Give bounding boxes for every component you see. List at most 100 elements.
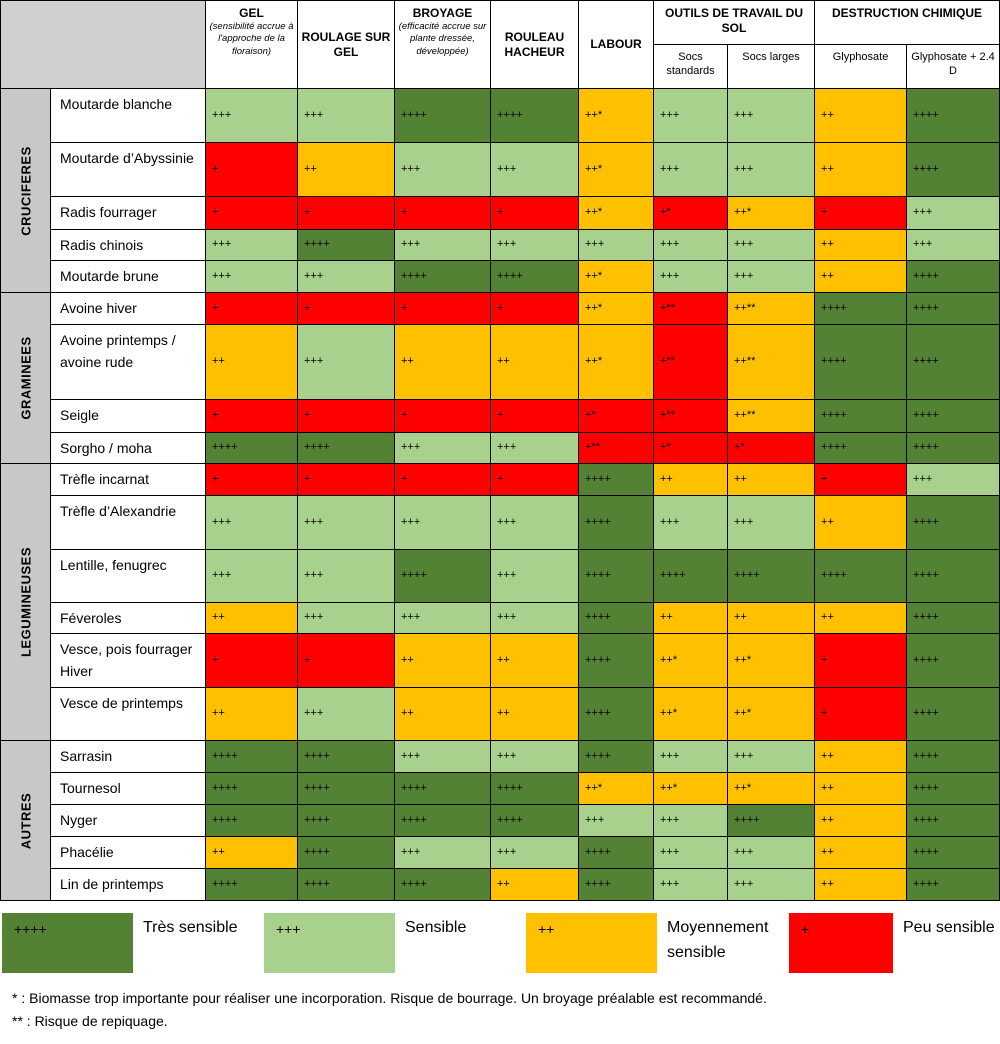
cell-roulage: ++++ (297, 772, 395, 805)
cell-socs-larges: ++** (726, 399, 816, 433)
sensitivity-value: ++ (734, 472, 747, 485)
cell-roulage: +++ (297, 324, 395, 400)
plant-name: Féveroles (50, 602, 206, 634)
plant-name: Tournesol (50, 772, 206, 805)
group-cell: CRUCIFERES (0, 88, 51, 293)
cell-socs-larges: ++** (726, 324, 816, 400)
sensitivity-value: ++++ (401, 269, 427, 282)
cell-labour: +* (578, 399, 654, 433)
sensitivity-value: ++* (585, 206, 603, 218)
cell-gel: +++ (205, 495, 298, 550)
header-socs-larges: Socs larges (726, 44, 816, 89)
cell-glyphosate: ++ (814, 142, 908, 197)
sensitivity-value: ++ (212, 611, 225, 623)
cell-labour: ++++ (578, 463, 654, 496)
cell-glyphosate: + (814, 633, 908, 688)
cell-gel: ++ (205, 602, 298, 634)
sensitivity-value: + (212, 653, 219, 666)
cell-roulage: + (297, 399, 395, 433)
sensitivity-value: +* (660, 206, 671, 218)
sensitivity-value: +++ (660, 813, 680, 826)
cell-socs-standards: +** (653, 399, 728, 433)
cell-roulage: ++++ (297, 740, 395, 773)
cell-glyphosate: ++++ (814, 399, 908, 433)
cell-glyphosate-24d: ++++ (906, 495, 1000, 550)
sensitivity-value: ++++ (212, 781, 238, 794)
sensitivity-value: ++ (401, 355, 414, 367)
sensitivity-value: ++* (660, 707, 678, 719)
cell-socs-larges: ++* (726, 772, 816, 805)
sensitivity-value: +++ (497, 845, 517, 858)
sensitivity-value: ++++ (913, 845, 939, 858)
sensitivity-value: +++ (660, 269, 680, 282)
cell-socs-standards: ++++ (653, 549, 728, 603)
sensitivity-value: ++ (821, 845, 834, 858)
cell-roulage: ++++ (297, 836, 395, 869)
sensitivity-value: ++++ (913, 781, 939, 794)
sensitivity-value: + (497, 472, 504, 485)
sensitivity-value: ++++ (304, 845, 330, 858)
table-row: Sorgho / moha ++++ ++++ +++ +++ +** +* +* ++++ ++… (1, 432, 1000, 464)
cell-glyphosate: ++ (814, 804, 908, 837)
sensitivity-value: +++ (734, 515, 754, 528)
header-roulage: ROULAGE SUR GEL (297, 0, 395, 89)
sensitivity-value: +++ (401, 611, 421, 623)
cell-socs-larges: +++ (726, 229, 816, 261)
table-body: CRUCIFERES Moutarde blanche +++ +++ ++++ ++++… (0, 88, 1000, 901)
cell-rouleau: ++++ (490, 260, 579, 293)
cell-roulage: ++++ (297, 229, 395, 261)
sensitivity-value: + (304, 206, 311, 218)
cell-broyage: ++++ (394, 88, 491, 143)
cell-glyphosate-24d: ++++ (906, 324, 1000, 400)
cell-glyphosate: ++ (814, 868, 908, 901)
sensitivity-value: + (401, 206, 408, 218)
sensitivity-value: +++ (401, 238, 421, 250)
footnote-asterisk: * : Biomasse trop importante pour réalis… (12, 990, 767, 1006)
sensitivity-value: + (304, 301, 311, 314)
cell-rouleau: ++++ (490, 772, 579, 805)
cell-socs-larges: +++ (726, 740, 816, 773)
sensitivity-value: ++ (821, 749, 834, 762)
table-row: Phacélie ++ ++++ +++ +++ ++++ +++ +++ ++ ++++ (1, 836, 1000, 869)
sensitivity-value: ++++ (585, 707, 611, 719)
cell-glyphosate: ++ (814, 260, 908, 293)
cell-broyage: ++ (394, 687, 491, 741)
sensitivity-value: ++ (660, 611, 673, 623)
sensitivity-value: ++++ (304, 749, 330, 762)
cell-socs-larges: ++* (726, 633, 816, 688)
cell-broyage: +++ (394, 142, 491, 197)
sensitivity-value: ++ (821, 108, 834, 121)
sensitivity-value: +++ (401, 162, 421, 175)
sensitivity-value: ++ (821, 877, 834, 890)
sensitivity-value: + (304, 472, 311, 485)
sensitivity-value: +++ (660, 845, 680, 858)
sensitivity-value: ++ (497, 877, 510, 890)
cell-gel: ++++ (205, 804, 298, 837)
sensitivity-value: ++++ (913, 813, 939, 826)
header-glyphosate: Glyphosate (814, 44, 908, 89)
sensitivity-value: +++ (497, 441, 517, 453)
sensitivity-value: + (212, 162, 219, 175)
cell-glyphosate: ++ (814, 229, 908, 261)
table-row: Radis chinois +++ ++++ +++ +++ +++ +++ +++ ++ +++ (1, 229, 1000, 261)
sensitivity-value: ++++ (212, 441, 238, 453)
sensitivity-value: ++ (821, 162, 834, 175)
plant-name: Radis chinois (50, 229, 206, 261)
plant-name: Moutarde blanche (50, 88, 206, 143)
cell-socs-larges: ++** (726, 292, 816, 325)
header-corner (0, 0, 206, 89)
sensitivity-value: ++++ (585, 749, 611, 762)
cell-rouleau: +++ (490, 836, 579, 869)
sensitivity-value: +++ (734, 162, 754, 175)
cell-glyphosate: ++ (814, 88, 908, 143)
sensitivity-value: + (401, 409, 408, 421)
cell-broyage: + (394, 196, 491, 230)
sensitivity-value: +* (585, 409, 596, 421)
table-row: Lin de printemps ++++ ++++ ++++ ++ ++++ +++ +++… (1, 868, 1000, 901)
cell-socs-standards: +** (653, 292, 728, 325)
sensitivity-value: ++* (585, 355, 603, 367)
cell-glyphosate-24d: ++++ (906, 740, 1000, 773)
cell-glyphosate: + (814, 687, 908, 741)
sensitivity-value: ++* (585, 781, 603, 794)
sensitivity-value: +++ (212, 108, 232, 121)
